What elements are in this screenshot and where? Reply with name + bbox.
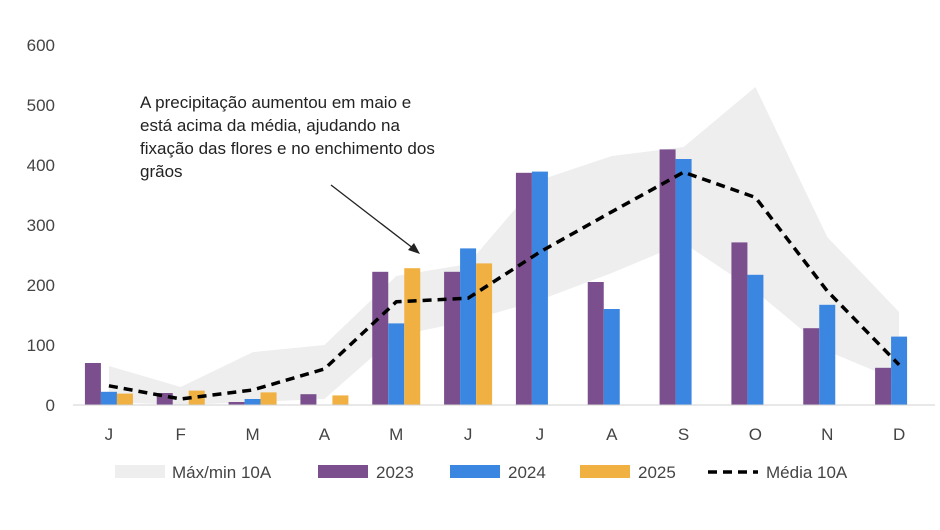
bar-2023-7 [587, 282, 604, 405]
legend-label-2025: 2025 [638, 463, 676, 482]
x-tick-label: A [606, 425, 618, 444]
x-tick-label: D [893, 425, 905, 444]
annotation-line-3: fixação das flores e no enchimento dos [140, 139, 435, 158]
bar-2023-4 [372, 271, 389, 405]
line-media-10a [108, 170, 901, 401]
y-tick-label: 300 [27, 216, 55, 235]
x-tick-label: M [389, 425, 403, 444]
y-tick-label: 0 [46, 396, 55, 415]
x-tick-label: S [678, 425, 689, 444]
y-tick-label: 100 [27, 336, 55, 355]
bar-2024-6 [531, 171, 548, 405]
axis-layer: 0 100 200 300 400 500 600 J F M A M J J A S O N D [27, 36, 935, 444]
annotation-arrow-head [408, 243, 420, 254]
annotation: A precipitação aumentou em maio e está a… [140, 93, 435, 254]
legend-swatch-2023 [318, 465, 368, 478]
legend-label-band: Máx/min 10A [172, 463, 272, 482]
bar-2023-8 [659, 149, 676, 405]
annotation-line-4: grãos [140, 162, 183, 181]
bar-2024-8 [675, 159, 692, 405]
legend-swatch-2025 [580, 465, 630, 478]
x-tick-label: O [749, 425, 762, 444]
band-layer [108, 87, 900, 405]
bar-2025-4 [404, 268, 421, 405]
range-band [108, 87, 900, 405]
bar-2024-11 [891, 336, 908, 405]
legend-swatch-2024 [450, 465, 500, 478]
legend: Máx/min 10A 2023 2024 2025 Média 10A [115, 463, 848, 482]
bar-2025-3 [332, 395, 349, 405]
bar-2024-7 [603, 309, 620, 405]
bar-2025-5 [476, 263, 493, 405]
bar-2024-0 [100, 391, 117, 405]
x-tick-label: J [536, 425, 545, 444]
y-tick-label: 600 [27, 36, 55, 55]
x-tick-label: J [105, 425, 114, 444]
bar-2023-9 [731, 242, 748, 405]
legend-label-media: Média 10A [766, 463, 848, 482]
x-tick-label: N [821, 425, 833, 444]
y-tick-label: 400 [27, 156, 55, 175]
bar-2025-2 [260, 392, 277, 405]
line-layer [108, 170, 901, 401]
bar-2023-2 [228, 402, 245, 405]
legend-label-2024: 2024 [508, 463, 546, 482]
bar-2023-11 [875, 367, 892, 405]
annotation-line-1: A precipitação aumentou em maio e [140, 93, 411, 112]
bar-2024-5 [460, 248, 477, 405]
bar-2023-3 [300, 394, 317, 405]
bar-2023-6 [515, 172, 532, 405]
annotation-arrow-shaft [330, 184, 419, 253]
bar-2023-10 [803, 328, 820, 405]
x-tick-label: J [464, 425, 473, 444]
y-tick-label: 500 [27, 96, 55, 115]
bar-2023-0 [84, 363, 101, 405]
bar-2024-4 [388, 323, 405, 405]
bar-2025-0 [116, 393, 133, 405]
legend-label-2023: 2023 [376, 463, 414, 482]
x-tick-label: M [245, 425, 259, 444]
bar-2024-9 [747, 274, 764, 405]
y-tick-label: 200 [27, 276, 55, 295]
annotation-line-2: está acima da média, ajudando na [140, 116, 400, 135]
legend-swatch-band [115, 465, 165, 478]
x-tick-label: A [319, 425, 331, 444]
x-tick-label: F [176, 425, 186, 444]
bar-2025-1 [188, 390, 205, 405]
bar-2023-5 [444, 271, 461, 405]
bar-2024-10 [819, 304, 836, 405]
bar-2024-2 [244, 399, 261, 405]
